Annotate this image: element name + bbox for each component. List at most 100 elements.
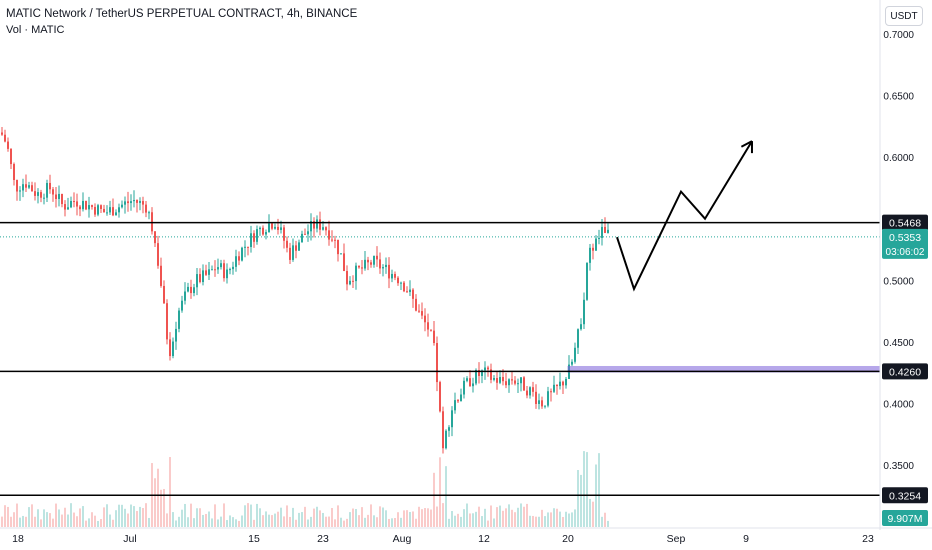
candle-body (172, 341, 174, 357)
candle-body (70, 201, 72, 208)
currency-button[interactable]: USDT (885, 6, 923, 26)
volume-bar (577, 469, 579, 527)
volume-bar (541, 509, 543, 527)
candle-body (499, 377, 501, 383)
candle-body (337, 239, 339, 255)
candle-body (262, 227, 264, 235)
candle-body (46, 182, 48, 198)
volume-bar (121, 504, 123, 527)
candle-body (178, 310, 180, 329)
volume-bar (481, 516, 483, 527)
volume-bar (532, 515, 534, 527)
volume-bar (379, 506, 381, 527)
candle-body (280, 227, 282, 230)
volume-bar (217, 519, 219, 527)
candle-body (448, 427, 450, 431)
volume-bar (319, 510, 321, 527)
volume-bar (106, 504, 108, 527)
volume-bar (280, 507, 282, 527)
projection-path[interactable] (616, 140, 753, 292)
candle-body (19, 190, 21, 192)
candle-body (556, 384, 558, 387)
volume-bar (175, 520, 177, 527)
candle-body (199, 274, 201, 283)
time-tick-label: 15 (248, 533, 260, 545)
volume-bar (208, 511, 210, 527)
candle-body (265, 232, 267, 235)
candle-body (334, 239, 336, 241)
candle-body (352, 280, 354, 282)
level-price-tag-label: 0.3254 (889, 490, 921, 502)
candle-body (28, 185, 30, 188)
candle-body (1, 132, 3, 135)
candle-body (235, 256, 237, 267)
candle-body (463, 380, 465, 395)
candle-body (184, 291, 186, 301)
candle-body (412, 289, 414, 299)
volume-bar (1, 516, 3, 527)
volume-bar (187, 517, 189, 527)
candle-body (310, 221, 312, 232)
price-tick-label: 0.7000 (883, 30, 914, 41)
volume-bar (448, 518, 450, 527)
volume-bar (190, 503, 192, 527)
candle-body (490, 369, 492, 380)
volume-bar (274, 513, 276, 527)
candle-body (565, 378, 567, 386)
candle-body (166, 303, 168, 340)
volume-bar (550, 512, 552, 527)
candle-body (154, 231, 156, 244)
candle-body (403, 282, 405, 292)
candle-body (121, 204, 123, 208)
candle-body (574, 347, 576, 362)
volume-bar (412, 511, 414, 527)
volume-bar (61, 514, 63, 527)
volume-indicator-label: Vol · MATIC (6, 24, 65, 36)
volume-bar (439, 457, 441, 527)
candle-body (187, 286, 189, 292)
candle-body (358, 265, 360, 268)
price-tick-label: 0.3500 (883, 461, 914, 472)
volume-bar (526, 503, 528, 527)
candle-body (292, 245, 294, 260)
time-tick-label: 23 (862, 533, 874, 545)
volume-bar (457, 513, 459, 527)
candle-body (148, 212, 150, 214)
volume-bar (262, 515, 264, 527)
volume-bar (43, 509, 45, 527)
candle-body (55, 194, 57, 200)
candle-body (475, 370, 477, 384)
volume-bar (529, 515, 531, 527)
volume-bar (238, 520, 240, 527)
volume-bar (220, 516, 222, 527)
candle-body (466, 378, 468, 381)
time-axis[interactable]: 18 Jul 15 23 Aug 12 20 Sep 9 23 (12, 533, 874, 545)
candle-body (541, 400, 543, 407)
candle-body (322, 227, 324, 230)
volume-bar (205, 513, 207, 527)
candle-body (505, 381, 507, 386)
candle-body (469, 378, 471, 387)
candle-body (130, 201, 132, 204)
candle-body (424, 315, 426, 323)
price-axis[interactable]: 0.7000 0.6500 0.6000 0.5000 0.4500 0.4000 0.35… (883, 30, 914, 472)
price-tick-label: 0.4500 (883, 338, 914, 349)
volume-bar (181, 509, 183, 527)
volume-bar (388, 518, 390, 527)
volume-bar (496, 507, 498, 527)
volume-bar (400, 517, 402, 527)
volume-bar (589, 498, 591, 527)
candle-body (592, 247, 594, 251)
volume-bar (145, 503, 147, 527)
volume-bar (13, 512, 15, 527)
candle-body (343, 253, 345, 272)
volume-bar (307, 519, 309, 527)
horizontal-levels[interactable] (0, 221, 881, 497)
volume-bars (1, 451, 609, 527)
candle-body (454, 400, 456, 411)
volume-bar (487, 520, 489, 527)
projection-drawing[interactable] (616, 140, 753, 292)
candle-body (547, 391, 549, 406)
candle-body (7, 141, 9, 149)
